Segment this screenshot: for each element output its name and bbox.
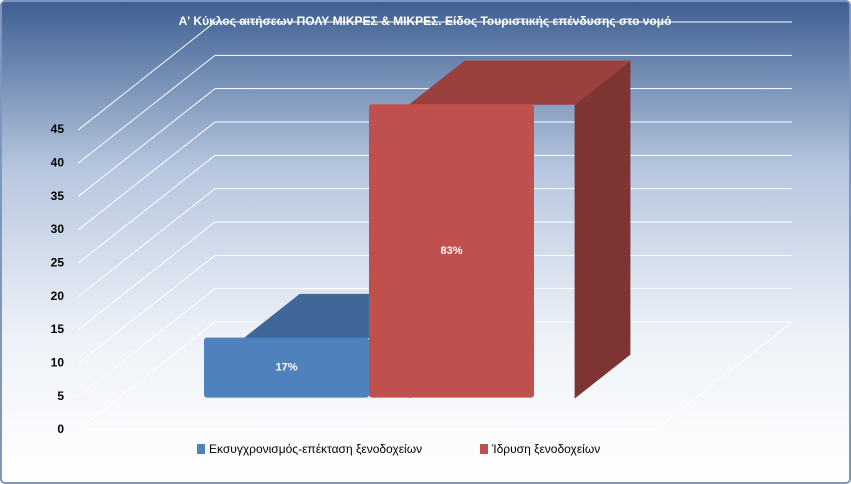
y-tick-label: 40 bbox=[51, 156, 65, 170]
legend-label: Εκσυγχρονισμός-επέκταση ξενοδοχείων bbox=[209, 442, 422, 456]
bar bbox=[369, 104, 534, 398]
y-tick-label: 15 bbox=[51, 322, 65, 336]
y-tick-label: 25 bbox=[51, 256, 65, 270]
chart-title: Α' Κύκλος αιτήσεων ΠΟΛΥ ΜΙΚΡΕΣ & ΜΙΚΡΕΣ.… bbox=[179, 14, 672, 28]
y-tick-label: 10 bbox=[51, 356, 65, 370]
grid-line bbox=[77, 54, 792, 164]
value-label: 83% bbox=[440, 245, 462, 257]
value-label: 17% bbox=[275, 362, 297, 374]
legend-label: Ίδρυση ξενοδοχείων bbox=[491, 442, 600, 456]
y-tick-label: 5 bbox=[57, 389, 64, 403]
grid-line bbox=[77, 21, 792, 131]
y-tick-label: 45 bbox=[51, 122, 65, 136]
legend-swatch bbox=[480, 444, 488, 454]
legend-swatch bbox=[197, 444, 205, 454]
y-tick-label: 35 bbox=[51, 189, 65, 203]
y-tick-label: 20 bbox=[51, 289, 65, 303]
bar-side bbox=[574, 60, 631, 399]
bar bbox=[204, 337, 369, 398]
y-tick-label: 30 bbox=[51, 222, 65, 236]
y-tick-label: 0 bbox=[57, 422, 64, 436]
